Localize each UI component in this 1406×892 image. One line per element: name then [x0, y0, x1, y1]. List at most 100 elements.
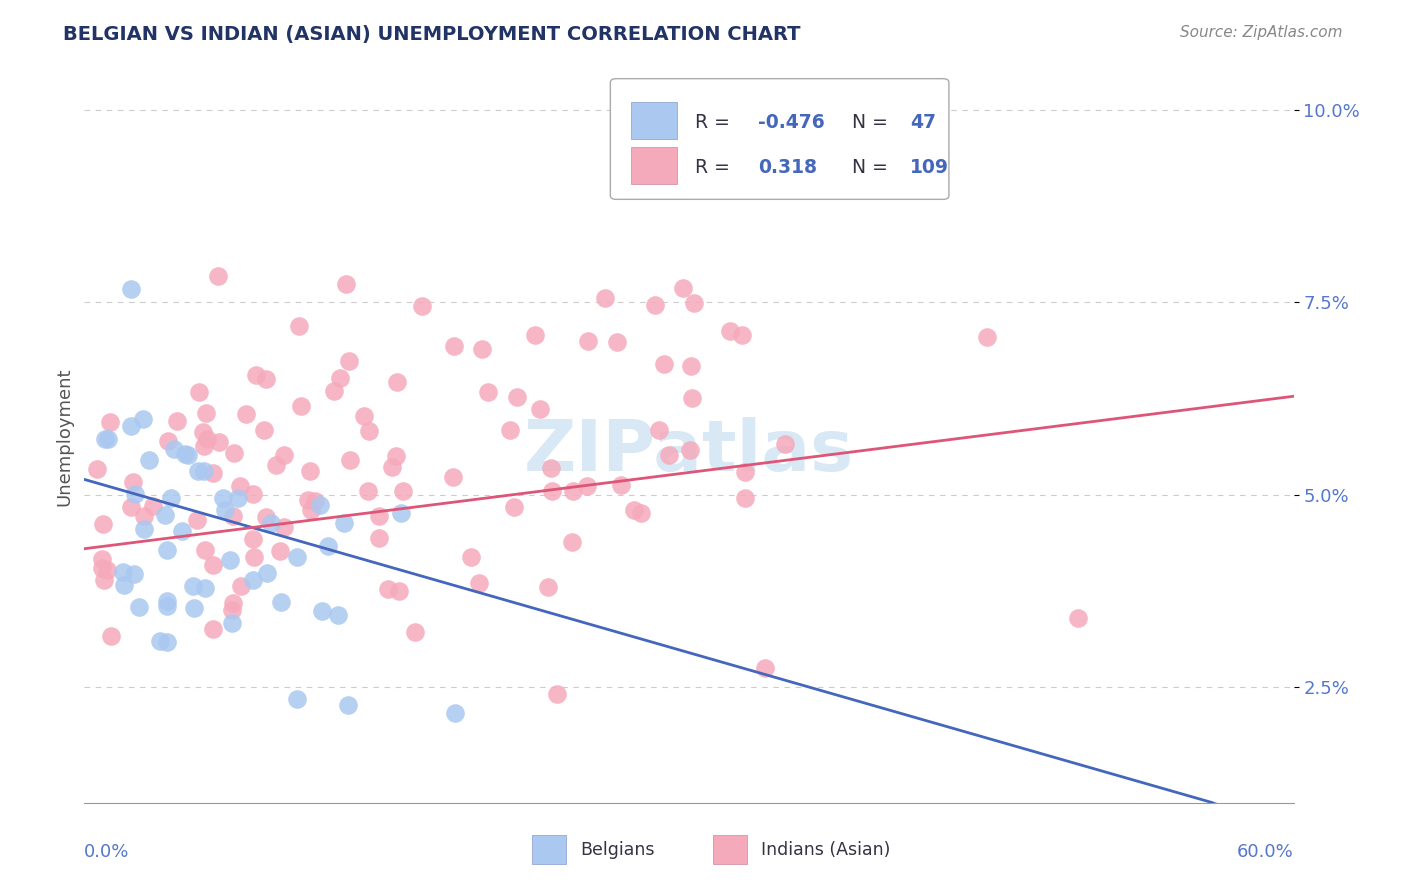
Point: [93, 573, 115, 587]
Point: [377, 582, 399, 596]
Point: [218, 553, 240, 567]
Text: Source: ZipAtlas.com: Source: ZipAtlas.com: [1180, 25, 1343, 40]
FancyBboxPatch shape: [631, 147, 676, 184]
Point: [290, 399, 312, 413]
Point: [202, 466, 225, 480]
Point: [111, 566, 134, 580]
Point: [221, 603, 243, 617]
Point: [156, 634, 179, 648]
Point: [683, 296, 706, 310]
Point: [256, 566, 278, 580]
Point: [477, 384, 499, 399]
Point: [460, 549, 482, 564]
Point: [322, 384, 344, 399]
Point: [773, 437, 796, 451]
Point: [243, 549, 266, 564]
Point: [523, 327, 546, 342]
Point: [174, 447, 197, 461]
Point: [228, 491, 250, 505]
Point: [214, 503, 236, 517]
Point: [734, 491, 756, 505]
Point: [648, 423, 671, 437]
Point: [193, 464, 215, 478]
Point: [503, 500, 526, 514]
Point: [357, 484, 380, 499]
FancyBboxPatch shape: [631, 102, 676, 138]
Point: [242, 573, 264, 587]
Point: [297, 492, 319, 507]
Point: [499, 423, 522, 437]
Point: [134, 522, 156, 536]
Point: [124, 487, 146, 501]
Point: [381, 460, 404, 475]
Point: [1067, 611, 1090, 625]
Point: [561, 534, 583, 549]
Point: [368, 531, 391, 545]
Point: [207, 269, 229, 284]
Point: [194, 581, 217, 595]
Point: [734, 465, 756, 479]
Point: [138, 453, 160, 467]
Text: N =: N =: [852, 159, 894, 178]
Text: BELGIAN VS INDIAN (ASIAN) UNEMPLOYMENT CORRELATION CHART: BELGIAN VS INDIAN (ASIAN) UNEMPLOYMENT C…: [63, 25, 801, 44]
Point: [671, 281, 693, 295]
Point: [337, 698, 360, 713]
Point: [112, 578, 135, 592]
Point: [593, 291, 616, 305]
Point: [131, 412, 153, 426]
Point: [329, 371, 352, 385]
Point: [211, 491, 233, 505]
Point: [222, 446, 245, 460]
Point: [98, 415, 121, 429]
Point: [183, 600, 205, 615]
Point: [134, 509, 156, 524]
Point: [242, 486, 264, 500]
Point: [181, 579, 204, 593]
Text: Belgians: Belgians: [581, 840, 655, 859]
Point: [156, 542, 179, 557]
Point: [285, 692, 308, 706]
Point: [229, 479, 252, 493]
Point: [316, 539, 339, 553]
Point: [353, 409, 375, 423]
Point: [630, 506, 652, 520]
Point: [326, 607, 349, 622]
Point: [166, 414, 188, 428]
Point: [128, 600, 150, 615]
Point: [222, 596, 245, 610]
Point: [156, 434, 179, 449]
Point: [537, 580, 560, 594]
Point: [576, 479, 599, 493]
Point: [505, 390, 527, 404]
Point: [149, 633, 172, 648]
Point: [193, 425, 215, 439]
Point: [273, 520, 295, 534]
Text: R =: R =: [695, 159, 735, 178]
Point: [120, 500, 142, 514]
Y-axis label: Unemployment: Unemployment: [55, 368, 73, 507]
Point: [188, 384, 211, 399]
Point: [679, 442, 702, 457]
Point: [529, 402, 551, 417]
Point: [156, 599, 179, 613]
Point: [718, 324, 741, 338]
Point: [253, 423, 276, 437]
Point: [93, 432, 115, 446]
Point: [385, 449, 408, 463]
Point: [156, 594, 179, 608]
FancyBboxPatch shape: [610, 78, 949, 200]
Point: [644, 298, 666, 312]
Point: [657, 448, 679, 462]
Point: [254, 372, 277, 386]
Point: [254, 509, 277, 524]
FancyBboxPatch shape: [531, 835, 565, 864]
Point: [731, 328, 754, 343]
Point: [976, 330, 998, 344]
Point: [177, 448, 200, 462]
Point: [308, 498, 330, 512]
Point: [122, 475, 145, 489]
Text: 47: 47: [910, 113, 936, 132]
Text: 0.0%: 0.0%: [84, 843, 129, 861]
Text: -0.476: -0.476: [758, 113, 824, 132]
Point: [443, 339, 465, 353]
